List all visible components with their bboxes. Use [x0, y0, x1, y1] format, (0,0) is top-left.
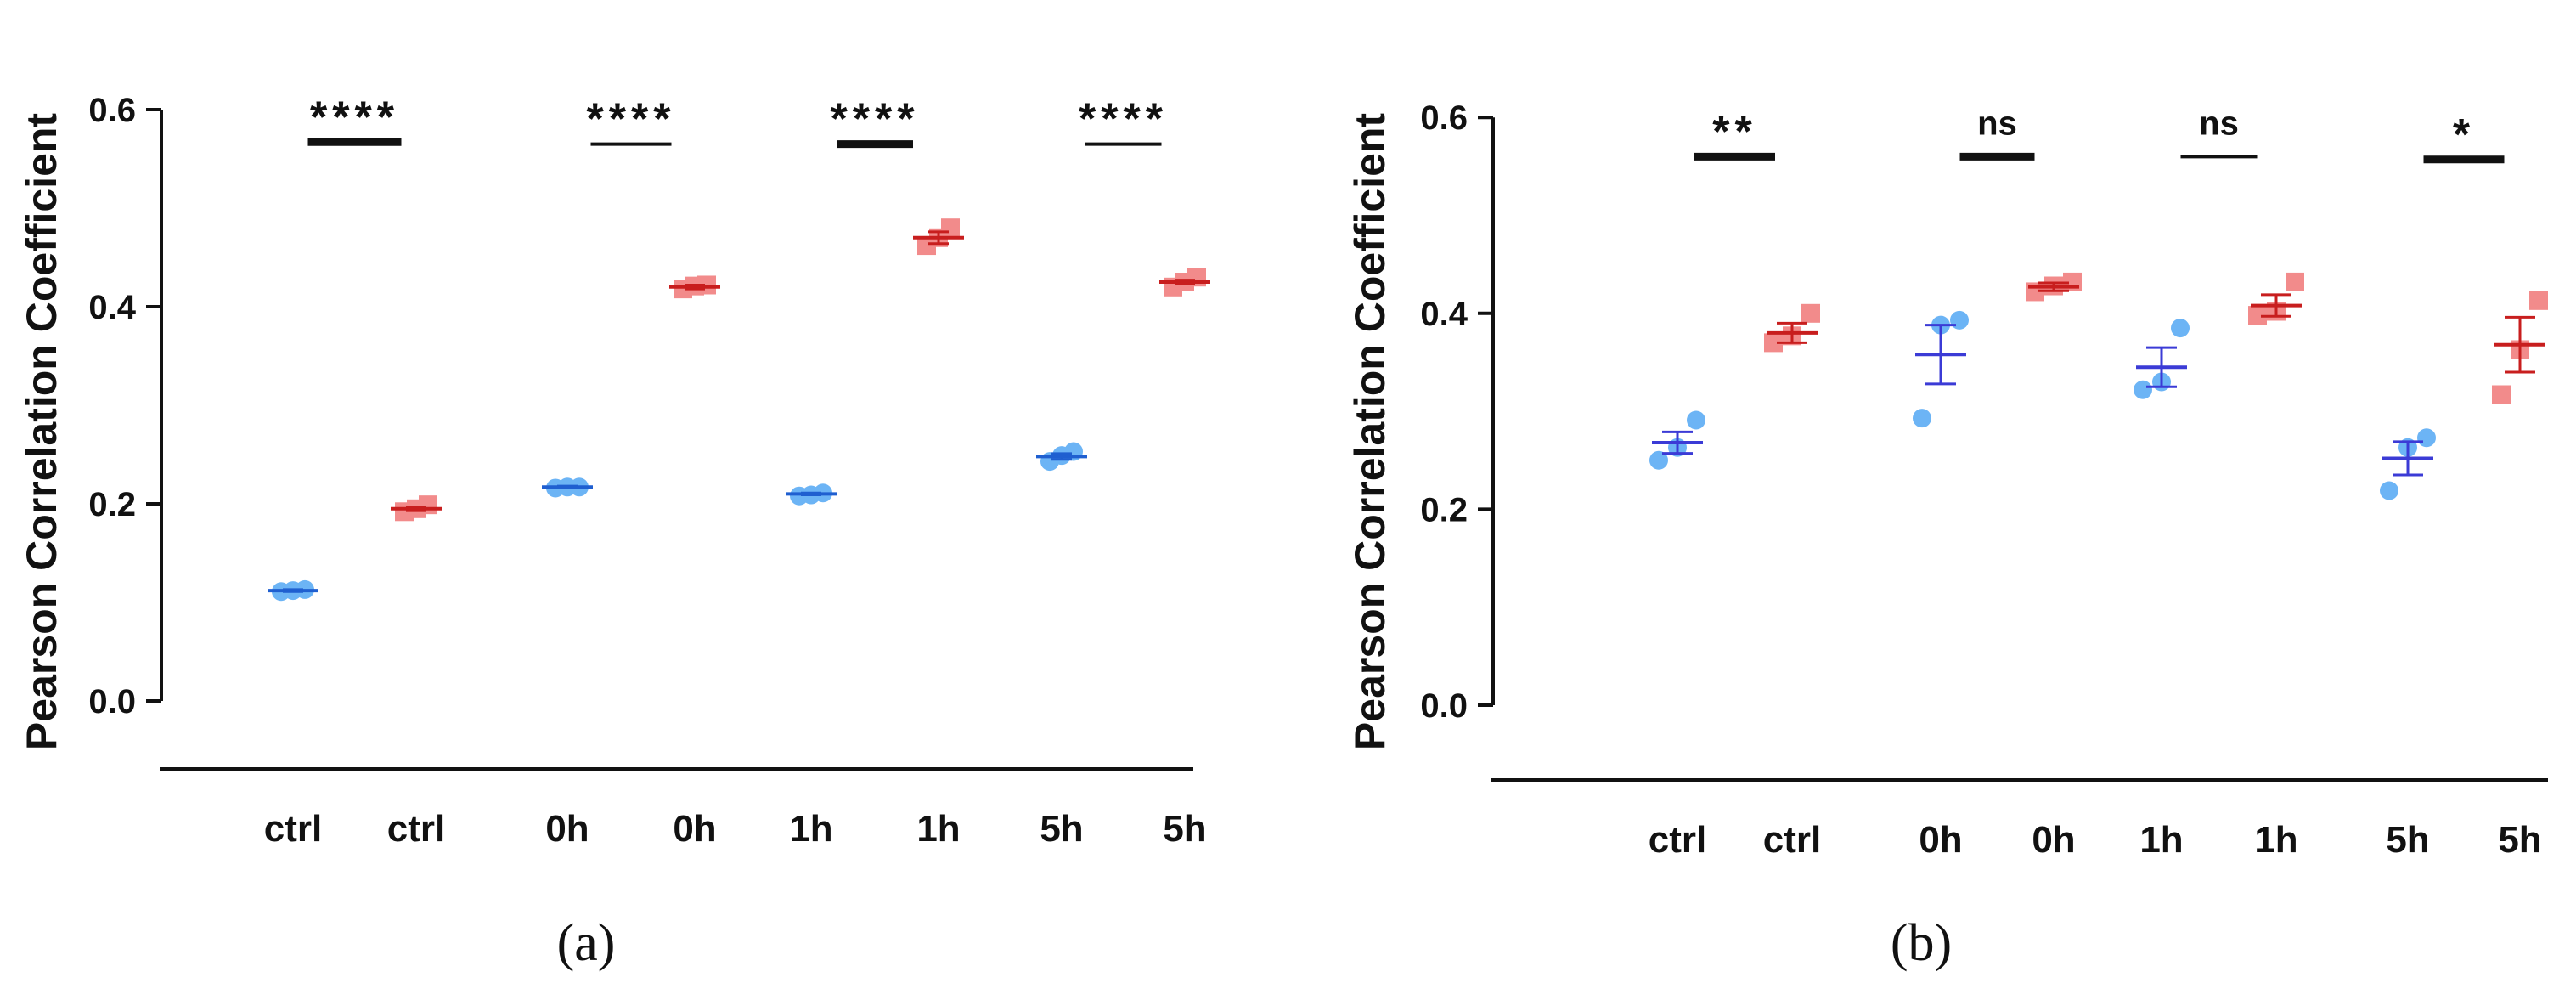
data-point-red [2248, 306, 2267, 325]
y-tick-label: 0.4 [88, 289, 136, 326]
y-axis-title: Pearson Correlation Coefficient [18, 113, 65, 750]
data-point-red [2492, 385, 2511, 404]
x-category-label: 1h [2139, 819, 2183, 861]
data-point-red [1764, 333, 1783, 353]
chart-panel-b: 0.0 0.2 0.4 0.6 Pearson Correlation Coeffici… [1346, 99, 2548, 972]
x-category-label: 1h [789, 808, 832, 850]
x-category-label: 1h [916, 808, 960, 850]
significance-label: **** [310, 93, 399, 142]
significance-label: ns [1977, 105, 2017, 142]
x-category-label: ctrl [1649, 819, 1706, 861]
x-category-label: 0h [1919, 819, 1962, 861]
x-category-label: 0h [545, 808, 589, 850]
x-category-label: 5h [1163, 808, 1206, 850]
significance-label: **** [587, 95, 676, 144]
x-category-label: 0h [673, 808, 716, 850]
data-point-blue [2417, 428, 2436, 448]
x-category-label: ctrl [387, 808, 445, 850]
x-category-label: 5h [1040, 808, 1083, 850]
significance-label: **** [831, 95, 920, 144]
significance-label: **** [1079, 95, 1168, 144]
y-tick-label: 0.6 [88, 92, 136, 129]
data-point-blue [1687, 410, 1705, 430]
y-tick-label: 0.6 [1420, 99, 1468, 137]
panel-label: (b) [1891, 914, 1952, 972]
data-point-blue [2380, 481, 2398, 500]
y-tick-label: 0.2 [1420, 491, 1468, 528]
data-point-blue [2171, 319, 2190, 338]
chart-panel-a: 0.0 0.2 0.4 0.6 Pearson Correlation Coeffici… [18, 92, 1210, 972]
significance-label: ** [1712, 107, 1756, 156]
x-category-label: ctrl [1763, 819, 1821, 861]
significance-label: ns [2199, 105, 2239, 142]
x-category-label: 0h [2032, 819, 2075, 861]
y-axis-title: Pearson Correlation Coefficient [1346, 113, 1394, 750]
x-category-label: 5h [2498, 819, 2541, 861]
data-point-red [2529, 291, 2548, 310]
x-category-label: 5h [2386, 819, 2429, 861]
x-category-label: ctrl [264, 808, 322, 850]
data-point-blue [1649, 450, 1668, 470]
x-category-label: 1h [2254, 819, 2297, 861]
data-point-blue [1913, 409, 1931, 428]
y-tick-label: 0.4 [1420, 296, 1468, 333]
data-point-red [1801, 303, 1820, 323]
panel-label: (a) [557, 914, 616, 972]
data-point-red [941, 218, 960, 238]
data-point-blue [1950, 310, 1969, 330]
y-tick-label: 0.0 [88, 683, 136, 720]
y-tick-label: 0.0 [1420, 687, 1468, 725]
data-point-red [2286, 272, 2304, 291]
y-tick-label: 0.2 [88, 486, 136, 523]
significance-label: * [2453, 110, 2475, 160]
data-point-blue [2134, 380, 2152, 399]
